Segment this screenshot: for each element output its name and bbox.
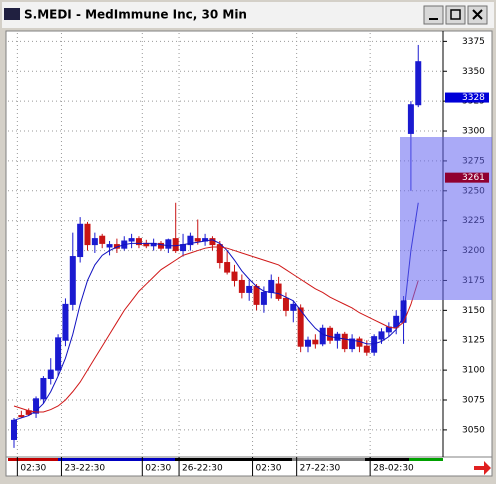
selection-overlay (400, 137, 492, 300)
candle-body (290, 303, 297, 311)
candle-body (209, 238, 216, 246)
candle-body (415, 61, 422, 106)
candle-body (407, 104, 414, 134)
candle-body (312, 339, 319, 345)
minimize-button[interactable] (423, 5, 444, 25)
icon (450, 9, 461, 20)
candle-body (47, 369, 54, 379)
x-tick-label: 26-22:30 (182, 464, 223, 474)
x-tick-label: 27-22:30 (300, 464, 341, 474)
candle-body (238, 279, 245, 293)
maximize-button[interactable] (445, 5, 466, 25)
candle-body (297, 307, 304, 347)
y-tick-label: 3125 (462, 336, 485, 346)
candle-body (84, 223, 91, 246)
candle-body (349, 338, 356, 350)
candle-body (172, 238, 179, 252)
price-marker (445, 172, 489, 183)
y-tick-label: 3075 (462, 396, 485, 406)
title-bar (2, 2, 494, 28)
candle-body (180, 244, 187, 252)
candle-body (363, 345, 370, 353)
x-tick-label: 02:30 (256, 464, 282, 474)
candle-body (187, 235, 194, 246)
candle-body (246, 285, 253, 293)
markers: 3328 3261 (445, 92, 489, 183)
candle-body (135, 238, 142, 246)
candle-body (77, 223, 84, 258)
candle-body (371, 336, 378, 353)
candle-body (158, 242, 164, 249)
candle-body (341, 333, 348, 350)
candle-body (62, 303, 69, 341)
candle-body (378, 331, 385, 340)
app-icon (4, 8, 20, 20)
day-strip (58, 458, 175, 461)
price-marker-label: 3261 (462, 173, 485, 183)
candle-body (327, 327, 334, 341)
candle-body (268, 279, 275, 293)
candle-body (319, 327, 326, 345)
x-tick-label: 23-22:30 (64, 464, 105, 474)
y-tick-label: 3150 (462, 306, 485, 316)
moving-average (13, 246, 419, 413)
candle-body (40, 377, 47, 400)
day-strip (8, 458, 58, 461)
y-tick-label: 3100 (462, 366, 485, 376)
candle-body (11, 419, 17, 440)
candle-body (305, 339, 311, 347)
candle-body (224, 262, 231, 273)
candle-body (165, 239, 172, 249)
candle-body (393, 315, 400, 328)
y-tick-label: 3350 (462, 67, 485, 77)
scroll-arrow[interactable] (474, 461, 491, 475)
price-marker (445, 92, 489, 103)
day-strip (365, 458, 409, 461)
candle-body (356, 338, 363, 347)
candle-body (18, 415, 25, 418)
candle-body (194, 238, 201, 242)
day-strip (292, 458, 365, 461)
x-tick-label: 28-02:30 (373, 464, 414, 474)
candle-body (260, 291, 267, 305)
candle-body (106, 244, 113, 248)
candle-body (69, 256, 76, 305)
y-tick-label: 3375 (462, 37, 485, 47)
window-buttons[interactable] (423, 5, 488, 25)
candle-body (216, 244, 223, 264)
price-marker-label: 3328 (462, 93, 485, 103)
window-title: S.MEDI - MedImmune Inc, 30 Min (24, 8, 247, 22)
x-tick-label: 02:30 (145, 464, 171, 474)
candle-body (282, 297, 289, 311)
candle-body (99, 235, 106, 244)
candle-body (55, 337, 62, 371)
y-tick-label: 3050 (462, 425, 485, 435)
day-strip (175, 458, 292, 461)
icon (472, 9, 483, 20)
plot: 3050307531003125315031753200322532503275… (8, 33, 485, 476)
y-tick-label: 3300 (462, 127, 485, 137)
candle-body (128, 238, 135, 242)
candle-body (231, 271, 238, 281)
moving-average (13, 202, 419, 421)
candle-body (91, 238, 98, 246)
day-strip (409, 458, 443, 461)
candle-body (253, 285, 260, 305)
x-tick-label: 02:30 (20, 464, 46, 474)
candle-body (33, 398, 40, 414)
candle-body (275, 283, 282, 299)
